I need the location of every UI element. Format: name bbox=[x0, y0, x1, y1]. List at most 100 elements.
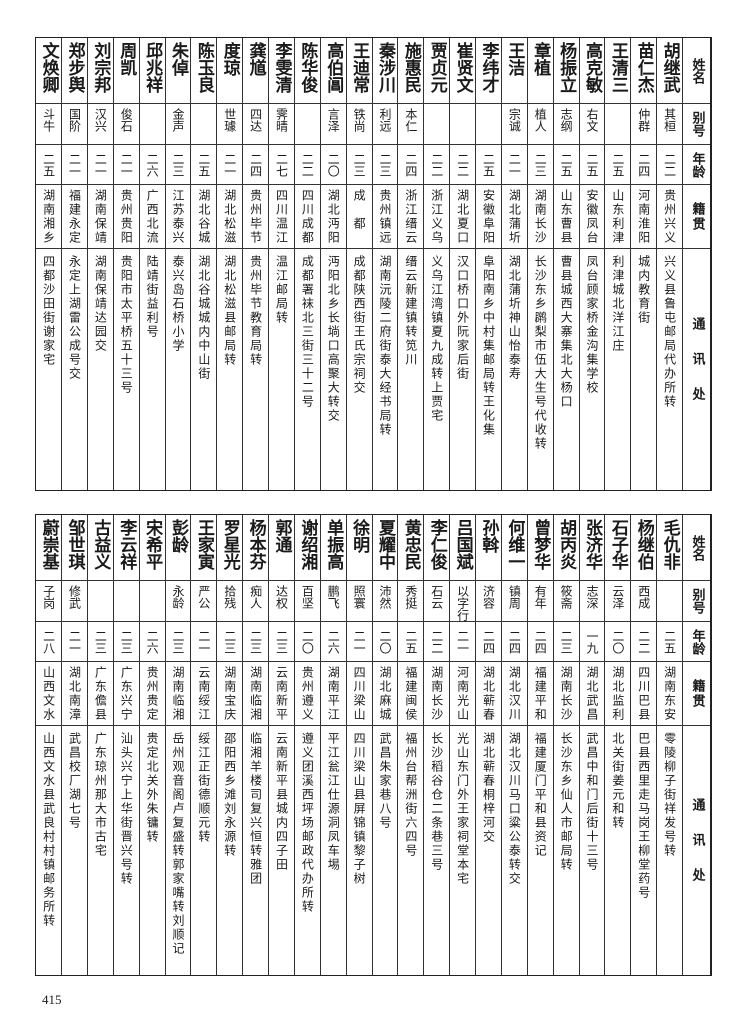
origin-cell: 贵州毕节 bbox=[243, 185, 268, 249]
address-cell: 岳州观音阁卢复盛转郭家嘴转刘顺记 bbox=[170, 732, 185, 956]
age-cell: 二四 bbox=[527, 622, 553, 662]
name-cell: 贾贞元 bbox=[424, 38, 450, 104]
address-cell: 邵阳西乡滩刘永源转 bbox=[222, 732, 237, 858]
age-cell: 二一 bbox=[217, 145, 243, 185]
address-cell: 湖南沅陵二府街泰大经书局转 bbox=[377, 255, 392, 437]
origin-cell: 湖北谷城 bbox=[191, 185, 217, 249]
address-cell: 汉口桥口外阮家后街 bbox=[455, 255, 470, 381]
address-cell: 湖南保靖达园交 bbox=[93, 255, 108, 353]
name-cell: 高克敏 bbox=[579, 38, 605, 104]
name-cell: 王洁 bbox=[501, 38, 527, 104]
name-cell: 章植 bbox=[527, 38, 553, 104]
person-column: 单振高 鹏飞 二六 湖南平江 平江瓮江仕源洞凤车埸 bbox=[319, 515, 346, 975]
name-cell: 高伯阊 bbox=[320, 38, 346, 104]
person-column: 谢绍湘 百坚 二〇 贵州遵义 遵义团溪西坪场邮政代办所转 bbox=[293, 515, 320, 975]
person-column: 何维一 镇周 二四 湖北汉川 湖北汉川马口粱公泰转交 bbox=[500, 515, 527, 975]
origin-cell: 浙江义乌 bbox=[424, 185, 450, 249]
person-column: 宋希平 二六 贵州贵定 贵定北关外朱镛转 bbox=[138, 515, 165, 975]
header-address: 通讯处 bbox=[689, 317, 705, 422]
name-cell: 李云祥 bbox=[113, 515, 139, 581]
name-cell: 蔚崇基 bbox=[36, 515, 61, 581]
name-cell: 郭通 bbox=[269, 515, 294, 581]
address-cell: 长沙东乡䴙梨市伍大生号代收转 bbox=[533, 255, 548, 451]
alias-cell bbox=[191, 104, 217, 145]
address-cell: 湖北谷城城内中山街 bbox=[196, 255, 211, 381]
origin-cell: 湖南东安 bbox=[657, 662, 682, 726]
name-cell: 龚馗 bbox=[243, 38, 268, 104]
name-cell: 胡继武 bbox=[657, 38, 682, 104]
origin-cell: 河南光山 bbox=[450, 662, 475, 726]
origin-cell: 湖北武昌 bbox=[579, 662, 605, 726]
address-cell: 温江邮局转 bbox=[274, 255, 289, 325]
age-cell: 二一 bbox=[62, 145, 87, 185]
origin-cell: 湖北南漳 bbox=[62, 662, 87, 726]
person-column: 杨继伯 西成 二二 四川巴县 巴县西里走马岗王柳堂药号 bbox=[630, 515, 657, 975]
alias-cell: 铁尚 bbox=[346, 104, 372, 145]
name-cell: 陈华俊 bbox=[294, 38, 320, 104]
header-age: 年龄 bbox=[683, 622, 710, 662]
person-column: 周凯 俊石 二一 贵州贵阳 贵阳市太平桥五十三号 bbox=[112, 38, 139, 490]
name-cell: 孙斡 bbox=[476, 515, 501, 581]
name-cell: 黄忠民 bbox=[398, 515, 424, 581]
address-cell: 武昌校厂湖七号 bbox=[67, 732, 82, 830]
person-column: 彭龄 永龄 二三 湖南临湘 岳州观音阁卢复盛转郭家嘴转刘顺记 bbox=[164, 515, 191, 975]
origin-cell: 贵州兴义 bbox=[657, 185, 682, 249]
person-column: 曾梦华 有年 二四 福建平和 福建厦门平和县资记 bbox=[526, 515, 553, 975]
roster-table-top: 姓名 别号 年龄 籍贯 通讯处 胡继武 其桓 二二 贵州兴义 兴义县鲁屯邮局代办所转 苗仁杰 仲群 二四… bbox=[35, 37, 712, 491]
person-column: 王洁 宗诚 二一 湖北蒲圻 湖北蒲圻神山怡泰寿 bbox=[500, 38, 527, 490]
person-column: 胡丙炎 筱斋 二三 湖南长沙 长沙东乡仙人市邮局转 bbox=[552, 515, 579, 975]
age-cell: 二六 bbox=[139, 622, 165, 662]
person-column: 王迪常 铁尚 二三成 都成都陕西街王氏宗祠交 bbox=[345, 38, 372, 490]
age-cell: 二三 bbox=[346, 145, 372, 185]
address-cell: 云南新平县城内四子田 bbox=[274, 732, 289, 872]
person-column: 杨本芬 痴人 二三 湖南临湘 临湘羊楼司复兴恒转雅团 bbox=[242, 515, 268, 975]
person-column: 胡继武 其桓 二二 贵州兴义 兴义县鲁屯邮局代办所转 bbox=[656, 38, 682, 490]
name-cell: 杨本芬 bbox=[243, 515, 268, 581]
person-column: 毛仇非 二五 湖南东安 零陵柳子街祥发号转 bbox=[656, 515, 682, 975]
origin-cell: 福建闽侯 bbox=[398, 662, 424, 726]
name-cell: 毛仇非 bbox=[657, 515, 682, 581]
alias-cell: 照寰 bbox=[346, 581, 372, 622]
alias-cell: 石云 bbox=[424, 581, 450, 622]
alias-cell bbox=[476, 104, 501, 145]
person-column: 龚馗 四达 二四 贵州毕节 贵州毕节教育局转 bbox=[242, 38, 268, 490]
name-cell: 何维一 bbox=[501, 515, 527, 581]
age-cell: 二一 bbox=[346, 622, 372, 662]
name-cell: 李纬才 bbox=[476, 38, 501, 104]
age-cell: 二四 bbox=[501, 622, 527, 662]
address-cell: 曹县城西大寨集北大杨口 bbox=[559, 255, 574, 409]
alias-cell: 志纲 bbox=[553, 104, 579, 145]
origin-cell: 贵州贵定 bbox=[139, 662, 165, 726]
person-column: 朱倬 金声 二三 江苏泰兴 泰兴岛石桥小学 bbox=[164, 38, 191, 490]
origin-cell: 成 都 bbox=[346, 185, 372, 249]
alias-cell: 子岗 bbox=[36, 581, 61, 622]
address-cell: 四川梁山县屏锦镇黎子树 bbox=[352, 732, 367, 886]
address-cell: 光山东门外王家祠堂本宅 bbox=[455, 732, 470, 886]
age-cell: 二三 bbox=[87, 622, 113, 662]
age-cell: 二五 bbox=[191, 145, 217, 185]
age-cell: 二四 bbox=[631, 145, 657, 185]
name-cell: 夏耀中 bbox=[372, 515, 398, 581]
origin-cell: 湖南湘乡 bbox=[36, 185, 61, 249]
age-cell: 二四 bbox=[243, 145, 268, 185]
person-column: 施惠民 本仁 二四 浙江缙云 缙云新建镇转笕川 bbox=[397, 38, 424, 490]
address-cell: 平江瓮江仕源洞凤车埸 bbox=[326, 732, 341, 872]
header-origin: 籍贯 bbox=[683, 185, 710, 249]
age-cell: 二二 bbox=[450, 145, 475, 185]
origin-cell: 安徽阜阳 bbox=[476, 185, 501, 249]
roster-table-bottom: 姓名 别号 年龄 籍贯 通讯处 毛仇非 二五 湖南东安 零陵柳子街祥发号转 杨继伯 西成 二二 四川巴县… bbox=[35, 514, 712, 976]
person-column: 秦涉川 利远 二三 贵州镇远 湖南沅陵二府街泰大经书局转 bbox=[371, 38, 398, 490]
alias-cell: 宗诚 bbox=[501, 104, 527, 145]
age-cell: 二一 bbox=[191, 622, 217, 662]
alias-cell: 拾残 bbox=[217, 581, 243, 622]
origin-cell: 湖南平江 bbox=[320, 662, 346, 726]
origin-cell: 广东兴宁 bbox=[113, 662, 139, 726]
age-cell: 二二 bbox=[657, 145, 682, 185]
alias-cell bbox=[657, 581, 682, 622]
origin-cell: 福建永定 bbox=[62, 185, 87, 249]
name-cell: 石子华 bbox=[605, 515, 631, 581]
person-column: 王家寅 严公 二一 云南绥江 绥江正街德顺元转 bbox=[190, 515, 217, 975]
address-cell: 武昌朱家巷八号 bbox=[377, 732, 392, 830]
alias-cell: 鹏飞 bbox=[320, 581, 346, 622]
name-cell: 胡丙炎 bbox=[553, 515, 579, 581]
